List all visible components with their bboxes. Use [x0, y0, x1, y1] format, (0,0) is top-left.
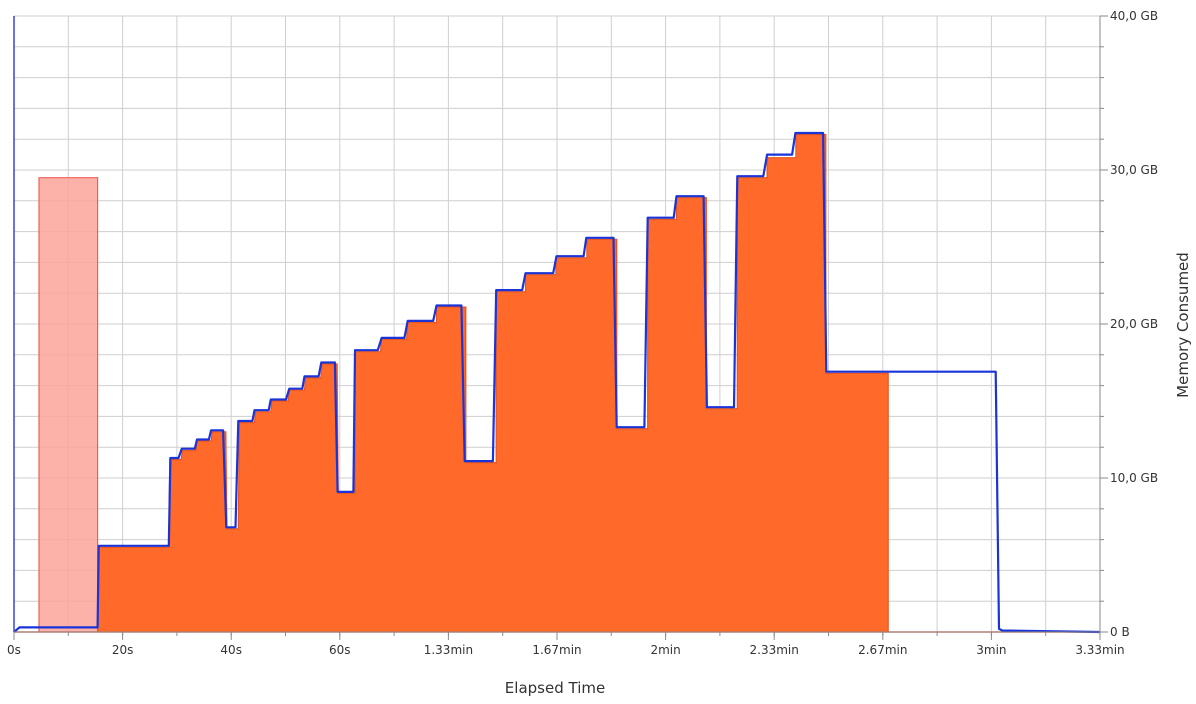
x-tick-label: 20s	[112, 643, 134, 657]
x-axis-title: Elapsed Time	[505, 679, 605, 697]
axes: 0 B 10,0 GB 20,0 GB 30,0 GB 40,0 GB 0s 20s 40s 6…	[7, 9, 1158, 657]
y-tick-label: 10,0 GB	[1110, 471, 1158, 485]
x-tick-label: 1.33min	[424, 643, 473, 657]
y-tick-label: 30,0 GB	[1110, 163, 1158, 177]
x-tick-label: 3.33min	[1075, 643, 1124, 657]
x-tick-label: 2.33min	[750, 643, 799, 657]
x-tick-label: 3min	[976, 643, 1006, 657]
x-tick-label: 40s	[220, 643, 242, 657]
y-tick-label: 20,0 GB	[1110, 317, 1158, 331]
x-tick-label: 2.67min	[858, 643, 907, 657]
x-tick-label: 0s	[7, 643, 21, 657]
x-tick-label: 60s	[329, 643, 351, 657]
y-tick-label: 0 B	[1110, 625, 1130, 639]
x-tick-label: 1.67min	[532, 643, 581, 657]
x-tick-label: 2min	[650, 643, 680, 657]
y-axis-title: Memory Consumed	[1174, 252, 1192, 398]
y-tick-label: 40,0 GB	[1110, 9, 1158, 23]
series-line	[13, 131, 1101, 634]
